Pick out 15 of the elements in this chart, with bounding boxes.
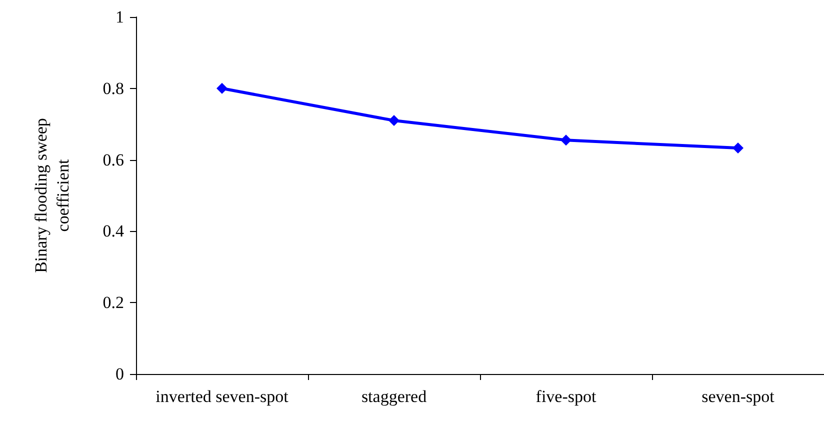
- y-axis-title: Binary flooding sweep coefficient: [32, 118, 72, 273]
- y-tick-label: 0.8: [102, 78, 124, 98]
- y-tick-label: 0: [116, 364, 124, 384]
- x-tick-label: five-spot: [536, 387, 596, 406]
- point: [732, 142, 744, 154]
- point: [216, 82, 228, 94]
- point: [560, 134, 572, 146]
- x-tick-label: seven-spot: [702, 387, 775, 406]
- y-tick-label: 0.4: [102, 222, 124, 241]
- point: [388, 115, 400, 126]
- x-tick-label: inverted seven-spot: [156, 387, 289, 406]
- y-tick-label: 0.2: [102, 293, 124, 312]
- y-tick-label: 0.6: [102, 150, 124, 170]
- x-tick-label: staggered: [361, 387, 428, 406]
- y-tick-label: 1: [116, 8, 124, 26]
